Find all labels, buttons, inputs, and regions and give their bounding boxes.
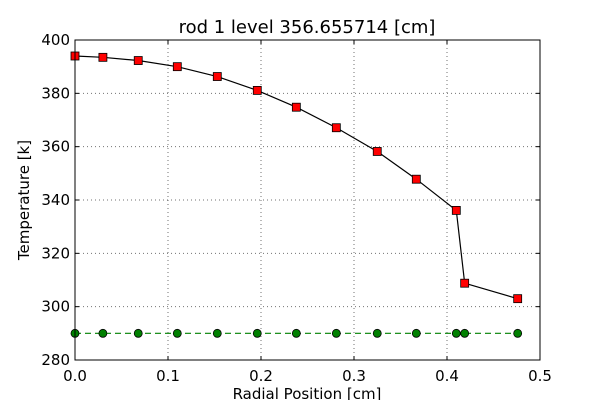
x-tick-label: 0.3 <box>342 367 366 385</box>
ambient-data-point <box>172 328 182 338</box>
y-tick-label: 360 <box>41 138 70 156</box>
y-tick-label: 280 <box>41 351 70 369</box>
x-axis-label: Radial Position [cm] <box>233 385 382 400</box>
y-tick-label: 380 <box>41 84 70 102</box>
temperature-data-point <box>252 86 262 95</box>
y-tick-label: 400 <box>41 31 70 49</box>
x-tick-label: 0.0 <box>63 367 87 385</box>
temperature-data-point <box>411 174 421 184</box>
x-tick-label: 0.5 <box>528 367 552 385</box>
ambient-data-point <box>460 328 470 338</box>
temperature-data-point <box>372 147 382 156</box>
ambient-data-point <box>372 328 382 338</box>
axis-ticks: 0.0 0.1 0.2 0.3 0.4 0.5 280 300 320 340 360 380 400 <box>41 31 552 385</box>
ambient-data-point <box>212 328 222 338</box>
temperature-data-point <box>172 62 182 72</box>
y-tick-label: 320 <box>41 244 70 262</box>
y-tick-label: 340 <box>41 191 70 209</box>
y-axis-label: Temperature [k] <box>15 140 33 261</box>
ambient-data-point <box>513 328 523 338</box>
temperature-data-point <box>451 205 461 215</box>
temperature-data-point <box>513 294 523 304</box>
temperature-data-point <box>291 102 301 112</box>
temperature-series-line <box>74 55 518 300</box>
grid-lines <box>74 39 541 361</box>
ambient-data-point <box>331 328 341 338</box>
x-tick-label: 0.1 <box>156 367 180 385</box>
temperature-data-point <box>331 123 341 133</box>
ambient-data-point <box>98 328 108 338</box>
x-tick-label: 0.4 <box>435 367 459 385</box>
temperature-data-point <box>98 52 108 62</box>
data-series <box>70 51 523 338</box>
ambient-data-point <box>451 328 461 338</box>
chart-title: rod 1 level 356.655714 [cm] <box>179 17 436 38</box>
temperature-data-point <box>133 56 143 65</box>
ambient-data-point <box>411 328 421 338</box>
ambient-data-point <box>252 328 262 338</box>
ambient-data-point <box>133 328 143 338</box>
temperature-data-point <box>212 72 222 81</box>
ambient-data-point <box>291 328 301 338</box>
temperature-data-point <box>460 278 470 288</box>
y-tick-label: 300 <box>41 298 70 316</box>
x-tick-label: 0.2 <box>249 367 273 385</box>
